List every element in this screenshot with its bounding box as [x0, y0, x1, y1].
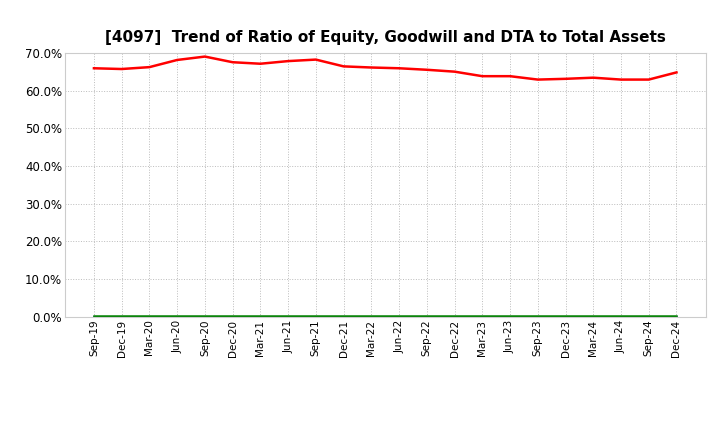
Deferred Tax Assets: [228, 314, 237, 319]
Deferred Tax Assets: [478, 314, 487, 319]
Deferred Tax Assets: [173, 314, 181, 319]
Goodwill: [201, 314, 210, 319]
Deferred Tax Assets: [312, 314, 320, 319]
Goodwill: [312, 314, 320, 319]
Goodwill: [561, 314, 570, 319]
Deferred Tax Assets: [561, 314, 570, 319]
Deferred Tax Assets: [145, 314, 154, 319]
Equity: [589, 75, 598, 81]
Goodwill: [284, 314, 292, 319]
Equity: [339, 64, 348, 69]
Deferred Tax Assets: [616, 314, 625, 319]
Deferred Tax Assets: [589, 314, 598, 319]
Goodwill: [173, 314, 181, 319]
Deferred Tax Assets: [423, 314, 431, 319]
Goodwill: [256, 314, 265, 319]
Equity: [505, 73, 514, 79]
Deferred Tax Assets: [672, 314, 681, 319]
Equity: [616, 77, 625, 82]
Equity: [478, 73, 487, 79]
Equity: [284, 59, 292, 64]
Deferred Tax Assets: [395, 314, 403, 319]
Deferred Tax Assets: [450, 314, 459, 319]
Goodwill: [89, 314, 98, 319]
Equity: [145, 65, 154, 70]
Deferred Tax Assets: [505, 314, 514, 319]
Equity: [367, 65, 376, 70]
Equity: [423, 67, 431, 73]
Goodwill: [367, 314, 376, 319]
Goodwill: [505, 314, 514, 319]
Deferred Tax Assets: [117, 314, 126, 319]
Goodwill: [395, 314, 403, 319]
Goodwill: [589, 314, 598, 319]
Equity: [644, 77, 653, 82]
Equity: [201, 54, 210, 59]
Title: [4097]  Trend of Ratio of Equity, Goodwill and DTA to Total Assets: [4097] Trend of Ratio of Equity, Goodwil…: [105, 29, 665, 45]
Deferred Tax Assets: [644, 314, 653, 319]
Equity: [672, 70, 681, 75]
Goodwill: [423, 314, 431, 319]
Equity: [312, 57, 320, 62]
Goodwill: [145, 314, 154, 319]
Goodwill: [450, 314, 459, 319]
Deferred Tax Assets: [256, 314, 265, 319]
Goodwill: [534, 314, 542, 319]
Goodwill: [478, 314, 487, 319]
Goodwill: [117, 314, 126, 319]
Equity: [450, 69, 459, 74]
Deferred Tax Assets: [339, 314, 348, 319]
Equity: [228, 59, 237, 65]
Goodwill: [672, 314, 681, 319]
Equity: [256, 61, 265, 66]
Deferred Tax Assets: [284, 314, 292, 319]
Equity: [561, 76, 570, 81]
Equity: [89, 66, 98, 71]
Deferred Tax Assets: [367, 314, 376, 319]
Equity: [173, 57, 181, 62]
Goodwill: [228, 314, 237, 319]
Goodwill: [339, 314, 348, 319]
Goodwill: [644, 314, 653, 319]
Deferred Tax Assets: [201, 314, 210, 319]
Line: Equity: Equity: [94, 57, 677, 80]
Equity: [117, 66, 126, 72]
Equity: [534, 77, 542, 82]
Goodwill: [616, 314, 625, 319]
Deferred Tax Assets: [89, 314, 98, 319]
Deferred Tax Assets: [534, 314, 542, 319]
Equity: [395, 66, 403, 71]
